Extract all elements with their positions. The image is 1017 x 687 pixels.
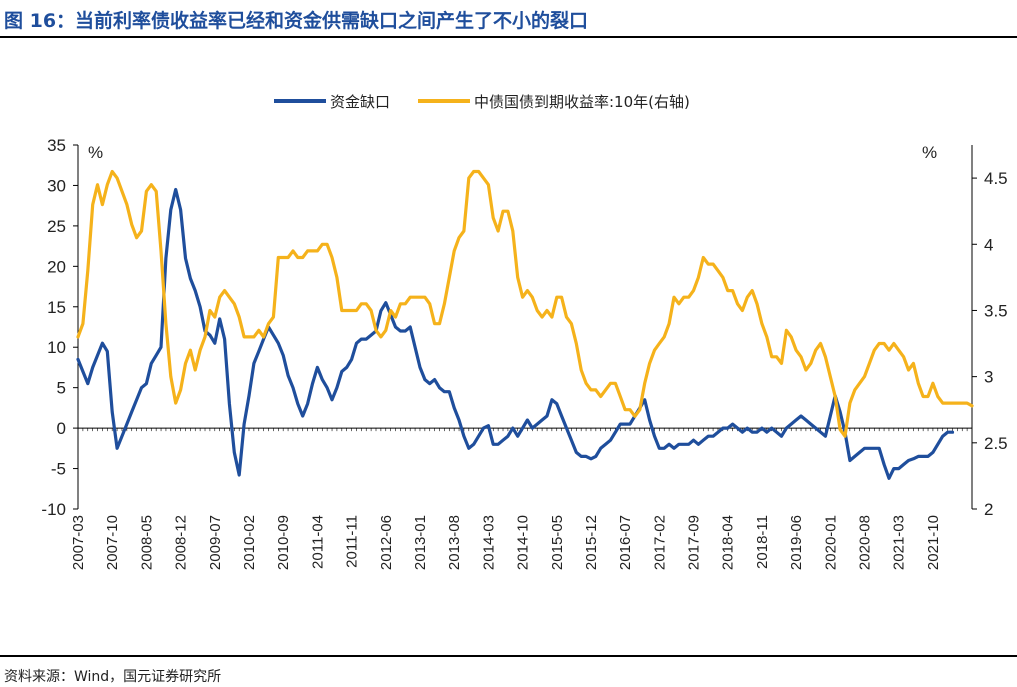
x-tick-label: 2008-12 <box>173 515 190 570</box>
x-tick-label: 2020-08 <box>857 515 874 570</box>
x-tick-label: 2014-03 <box>480 515 497 570</box>
x-tick-label: 2010-02 <box>241 515 258 570</box>
legend-label-series-1: 资金缺口 <box>330 93 390 111</box>
x-tick-label: 2020-01 <box>822 515 839 570</box>
x-tick-label: 2009-07 <box>207 515 224 570</box>
chart-axes: -10 -5 0 5 10 15 20 25 30 35 2 2.5 3 3.5 4 4.5 2007-03 20… <box>41 136 1007 570</box>
x-tick-label: 2018-04 <box>720 515 737 570</box>
x-tick-label: 2013-01 <box>412 515 429 570</box>
left-tick-label: 30 <box>47 176 66 195</box>
chart-legend: 资金缺口 中债国债到期收益率:10年(右轴) <box>274 93 690 111</box>
right-tick-label: 3.5 <box>984 301 1008 320</box>
right-axis-unit: % <box>922 143 937 162</box>
x-tick-label: 2015-05 <box>549 515 566 570</box>
x-tick-label: 2021-03 <box>891 515 908 570</box>
right-tick-label: 4.5 <box>984 169 1008 188</box>
left-tick-label: 5 <box>57 379 66 398</box>
x-tick-label: 2018-11 <box>754 515 771 569</box>
left-tick-label: 25 <box>47 217 66 236</box>
left-tick-label: -10 <box>41 500 66 519</box>
x-tick-label: 2019-06 <box>788 515 805 570</box>
x-tick-label: 2011-11 <box>344 515 361 568</box>
right-tick-label: 3 <box>984 368 993 387</box>
x-tick-label: 2008-05 <box>138 515 155 570</box>
x-tick-label: 2013-08 <box>446 515 463 570</box>
source-rule <box>0 655 1017 657</box>
x-tick-label: 2016-07 <box>617 515 634 570</box>
left-tick-label: 20 <box>47 257 66 276</box>
legend-label-series-2: 中债国债到期收益率:10年(右轴) <box>474 93 690 111</box>
right-tick-label: 2.5 <box>984 434 1008 453</box>
x-tick-label: 2014-10 <box>515 515 532 570</box>
series-line-2 <box>76 169 974 438</box>
x-tick-label: 2012-06 <box>378 515 395 570</box>
right-tick-label: 4 <box>984 235 993 254</box>
left-tick-label: 0 <box>57 419 66 438</box>
x-tick-label: 2015-12 <box>583 515 600 570</box>
right-tick-label: 2 <box>984 500 993 519</box>
x-tick-label: 2007-10 <box>104 515 121 570</box>
x-tick-label: 2007-03 <box>70 515 87 570</box>
left-axis-unit: % <box>88 143 103 162</box>
left-tick-label: 35 <box>47 136 66 155</box>
title-rule <box>0 36 1017 38</box>
left-tick-label: 10 <box>47 338 66 357</box>
chart-lines <box>76 169 974 480</box>
left-tick-label: -5 <box>51 460 66 479</box>
x-tick-label: 2011-04 <box>309 515 326 569</box>
x-tick-label: 2021-10 <box>925 515 942 570</box>
x-tick-label: 2017-02 <box>651 515 668 570</box>
source-note: 资料来源：Wind，国元证券研究所 <box>4 669 222 685</box>
series-line-1 <box>76 187 955 480</box>
x-tick-label: 2010-09 <box>275 515 292 570</box>
x-tick-label: 2017-09 <box>686 515 703 570</box>
figure-title: 图 16：当前利率债收益率已经和资金供需缺口之间产生了不小的裂口 <box>4 10 589 32</box>
left-tick-label: 15 <box>47 298 66 317</box>
